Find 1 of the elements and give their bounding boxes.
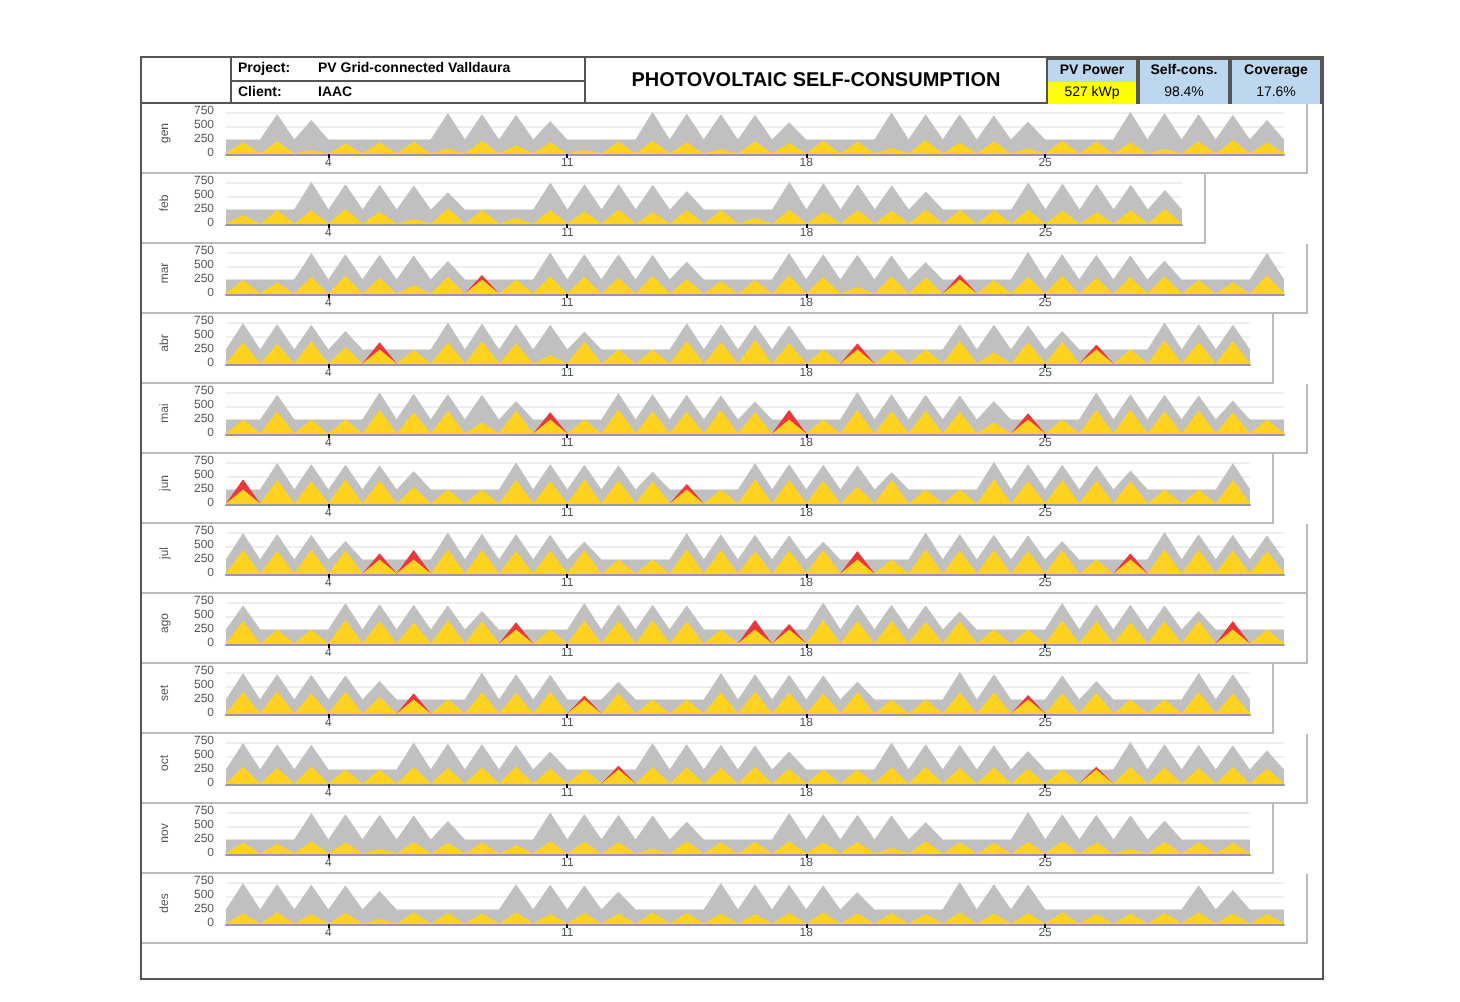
text: PHOTOVOLTAIC SELF-CONSUMPTION	[629, 67, 1003, 95]
